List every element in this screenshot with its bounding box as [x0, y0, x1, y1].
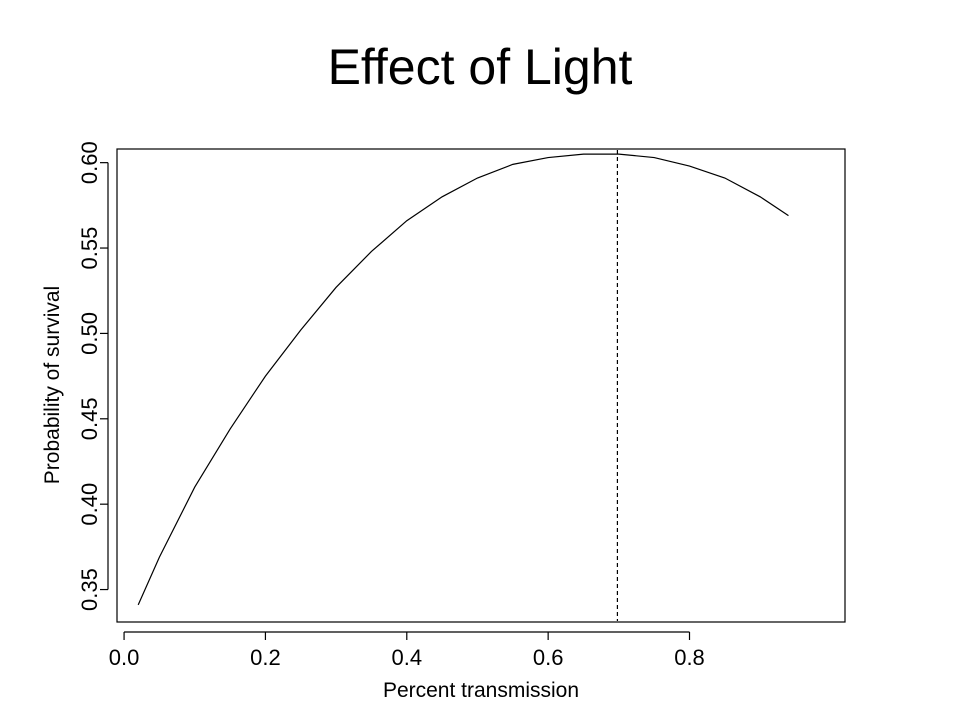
y-tick-label: 0.45 — [77, 397, 102, 440]
x-axis-label: Percent transmission — [383, 679, 579, 702]
x-tick-label: 0.6 — [533, 645, 564, 670]
x-tick-label: 0.8 — [674, 645, 705, 670]
y-axis: 0.35 0.40 0.45 0.50 0.55 0.60 — [77, 141, 109, 611]
plot-frame — [116, 148, 846, 623]
slide-title: Effect of Light — [327, 39, 633, 95]
x-tick-label: 0.4 — [391, 645, 422, 670]
x-axis: 0.0 0.2 0.4 0.6 0.8 — [109, 631, 705, 670]
y-tick-label: 0.40 — [77, 483, 102, 526]
x-tick-label: 0.0 — [109, 645, 140, 670]
y-tick-label: 0.55 — [77, 227, 102, 270]
y-tick-label: 0.35 — [77, 568, 102, 611]
y-tick-label: 0.50 — [77, 312, 102, 355]
x-tick-label: 0.2 — [250, 645, 281, 670]
series-layer — [137, 150, 789, 621]
y-axis-label: Probability of survival — [41, 286, 64, 484]
series-line — [137, 153, 789, 606]
y-tick-label: 0.60 — [77, 141, 102, 184]
